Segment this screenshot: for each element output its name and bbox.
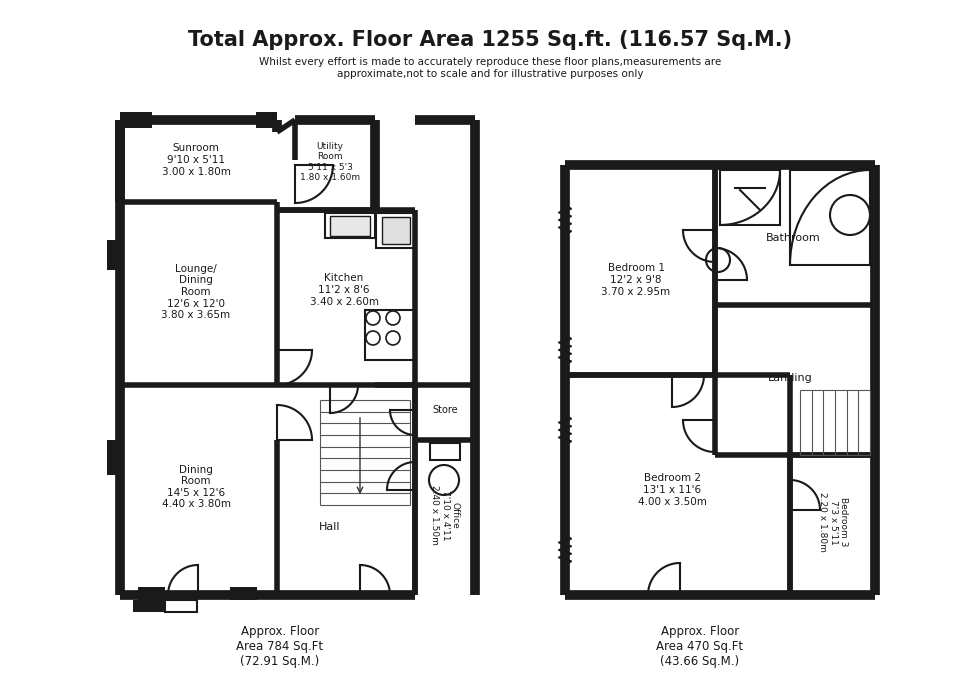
Text: Dining
Room
14'5 x 12'6
4.40 x 3.80m: Dining Room 14'5 x 12'6 4.40 x 3.80m — [162, 464, 230, 509]
Bar — [588, 158, 616, 172]
Bar — [330, 216, 370, 236]
Bar — [138, 587, 165, 600]
Bar — [720, 158, 748, 172]
Text: Utility
Room
5'11 x 5'3
1.80 x 1.60m: Utility Room 5'11 x 5'3 1.80 x 1.60m — [300, 142, 360, 182]
Bar — [107, 440, 120, 475]
Text: Landing: Landing — [767, 373, 812, 383]
Bar — [107, 240, 120, 270]
Text: Sunroom
9'10 x 5'11
3.00 x 1.80m: Sunroom 9'10 x 5'11 3.00 x 1.80m — [162, 143, 230, 176]
Text: Bedroom 2
13'1 x 11'6
4.00 x 3.50m: Bedroom 2 13'1 x 11'6 4.00 x 3.50m — [638, 473, 707, 507]
Text: Hall: Hall — [319, 522, 341, 532]
Text: Whilst every effort is made to accurately reproduce these floor plans,measuremen: Whilst every effort is made to accuratel… — [259, 57, 721, 79]
Bar — [133, 600, 165, 612]
Bar — [382, 217, 410, 244]
Text: Store: Store — [432, 405, 458, 415]
Bar — [790, 170, 870, 265]
Bar — [430, 443, 460, 460]
Bar — [120, 112, 152, 128]
Bar — [165, 600, 197, 612]
Bar — [325, 213, 375, 238]
Text: Bedroom 1
12'2 x 9'8
3.70 x 2.95m: Bedroom 1 12'2 x 9'8 3.70 x 2.95m — [602, 264, 670, 297]
Bar — [230, 587, 257, 600]
Text: Approx. Floor
Area 784 Sq.Ft
(72.91 Sq.M.): Approx. Floor Area 784 Sq.Ft (72.91 Sq.M… — [236, 625, 323, 668]
Text: Kitchen
11'2 x 8'6
3.40 x 2.60m: Kitchen 11'2 x 8'6 3.40 x 2.60m — [310, 273, 378, 307]
Text: Lounge/
Dining
Room
12'6 x 12'0
3.80 x 3.65m: Lounge/ Dining Room 12'6 x 12'0 3.80 x 3… — [162, 264, 230, 320]
Bar — [365, 310, 415, 360]
Text: Office
7'10 x 4'11
2.40 x 1.50m: Office 7'10 x 4'11 2.40 x 1.50m — [430, 485, 460, 545]
Text: Total Approx. Floor Area 1255 Sq.ft. (116.57 Sq.M.): Total Approx. Floor Area 1255 Sq.ft. (11… — [188, 30, 792, 50]
Text: Approx. Floor
Area 470 Sq.Ft
(43.66 Sq.M.): Approx. Floor Area 470 Sq.Ft (43.66 Sq.M… — [657, 625, 744, 668]
Text: Bedroom 3
7'3 x 5'11
2.20 x 1.80m: Bedroom 3 7'3 x 5'11 2.20 x 1.80m — [818, 492, 848, 552]
Bar — [256, 112, 277, 128]
Bar — [376, 213, 415, 248]
Text: Bathroom: Bathroom — [765, 233, 820, 243]
Bar — [720, 170, 780, 225]
Bar — [835, 170, 865, 190]
